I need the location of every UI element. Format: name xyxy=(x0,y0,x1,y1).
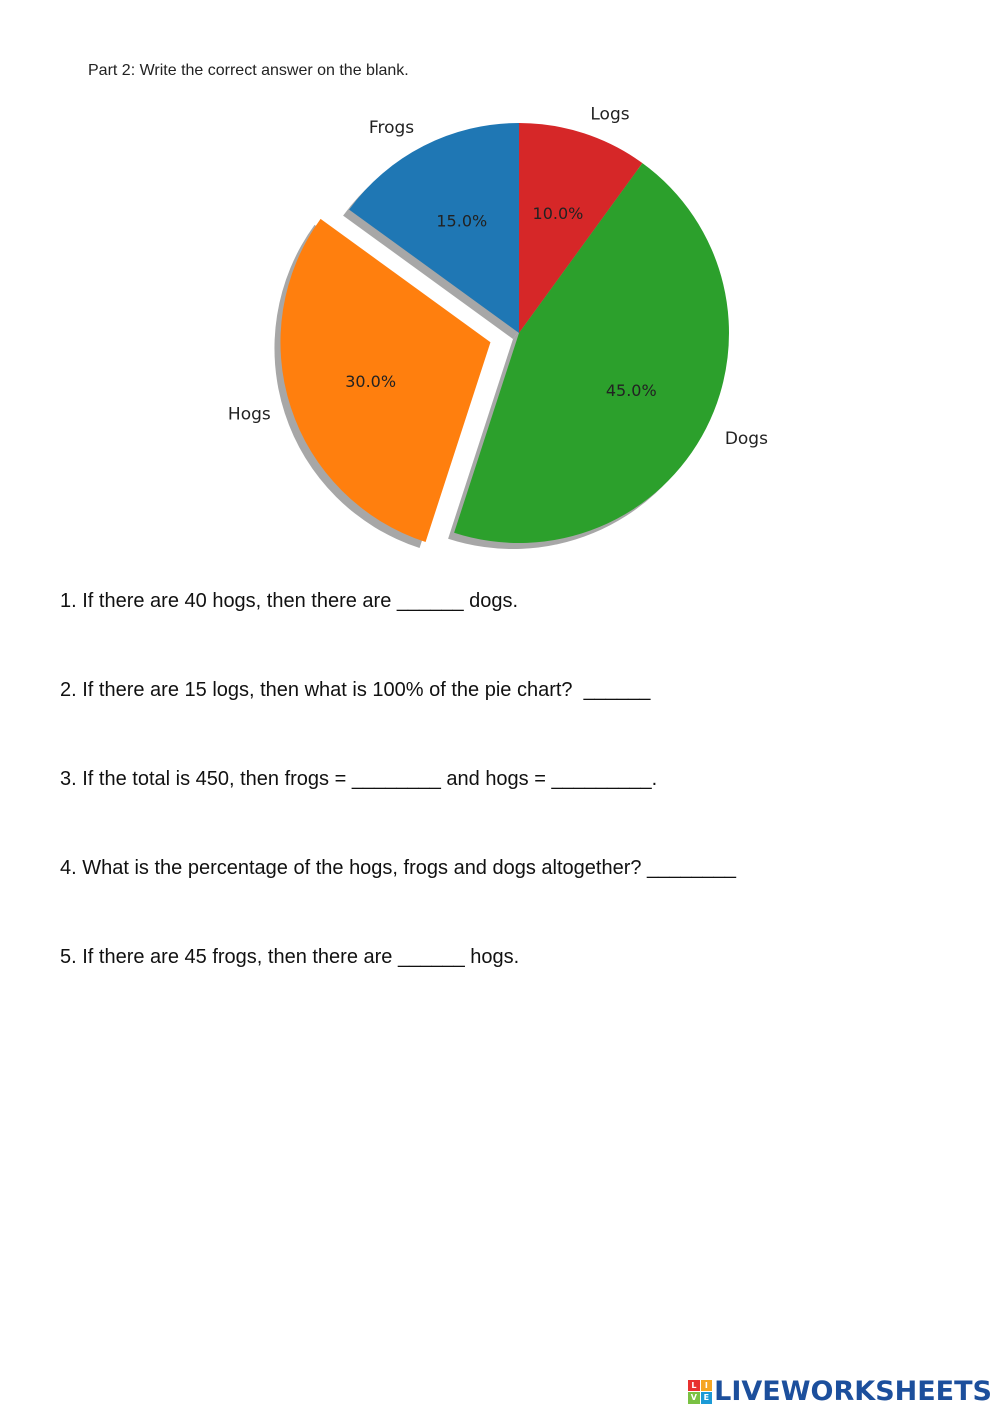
slice-label-frogs: Frogs xyxy=(369,118,414,138)
slice-percent-frogs: 15.0% xyxy=(436,212,487,231)
liveworksheets-icon: L I V E xyxy=(688,1379,713,1404)
slice-percent-hogs: 30.0% xyxy=(345,372,396,391)
question-4: 4. What is the percentage of the hogs, f… xyxy=(60,857,737,879)
pie-slices xyxy=(280,123,729,543)
pie-labels: Logs 10.0% Dogs 45.0% Hogs 30.0% Frogs 15.0% xyxy=(228,104,768,449)
part-title: Part 2: Write the correct answer on the … xyxy=(88,62,409,79)
question-3: 3. If the total is 450, then frogs = ___… xyxy=(60,768,658,790)
question-1: 1. If there are 40 hogs, then there are … xyxy=(60,590,519,612)
liveworksheets-logo: L I V E LIVEWORKSHEETS xyxy=(688,1376,992,1407)
pie-slice-frogs xyxy=(349,123,519,333)
slice-label-hogs: Hogs xyxy=(228,405,271,425)
slice-percent-dogs: 45.0% xyxy=(606,381,657,400)
icon-letter: V xyxy=(688,1392,700,1404)
slice-percent-logs: 10.0% xyxy=(533,204,584,223)
question-2: 2. If there are 15 logs, then what is 10… xyxy=(60,679,651,701)
slice-label-dogs: Dogs xyxy=(725,429,768,449)
pie-slice-hogs xyxy=(280,218,491,542)
question-5: 5. If there are 45 frogs, then there are… xyxy=(60,946,520,968)
icon-letter: E xyxy=(700,1392,713,1404)
pie-slice-dogs xyxy=(454,163,729,543)
slice-label-logs: Logs xyxy=(590,104,629,124)
icon-letter: I xyxy=(700,1379,713,1391)
pie-slice-logs xyxy=(519,123,643,333)
pie-chart: Logs 10.0% Dogs 45.0% Hogs 30.0% Frogs 15.0% xyxy=(228,104,768,549)
brand-name: LIVEWORKSHEETS xyxy=(714,1376,992,1407)
icon-letter: L xyxy=(688,1379,700,1391)
